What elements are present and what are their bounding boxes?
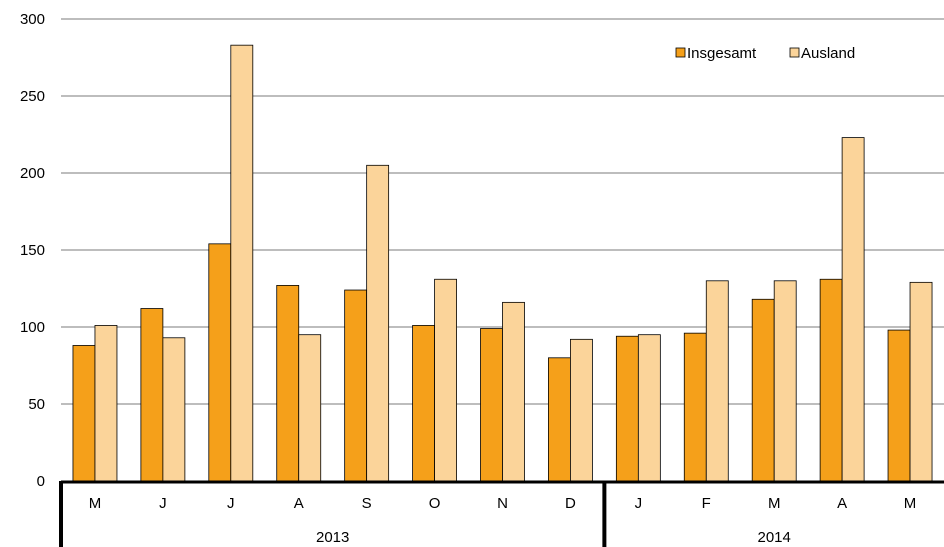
legend-swatch-insgesamt bbox=[675, 47, 686, 58]
x-tick-label: D bbox=[565, 495, 576, 512]
x-tick-label: A bbox=[837, 495, 847, 512]
legend: Insgesamt Ausland bbox=[675, 45, 855, 62]
bar-ausland bbox=[162, 337, 186, 482]
y-tick-label: 100 bbox=[20, 319, 45, 336]
bar-insgesamt bbox=[72, 345, 96, 482]
legend-label-insgesamt: Insgesamt bbox=[687, 45, 757, 62]
bar-insgesamt bbox=[208, 243, 232, 482]
bar-insgesamt bbox=[140, 308, 164, 482]
bar-insgesamt bbox=[344, 289, 368, 482]
bar-ausland bbox=[366, 164, 390, 482]
bar-insgesamt bbox=[751, 298, 775, 482]
bar-ausland bbox=[773, 280, 797, 482]
bar-insgesamt bbox=[276, 285, 300, 482]
bar-ausland bbox=[298, 334, 322, 482]
y-tick-label: 150 bbox=[20, 242, 45, 259]
bar-ausland bbox=[230, 44, 254, 482]
x-group-label: 2013 bbox=[316, 529, 349, 546]
legend-swatch-ausland bbox=[789, 47, 800, 58]
x-tick-label: M bbox=[89, 495, 102, 512]
gridlines bbox=[61, 18, 944, 405]
x-tick-label: O bbox=[429, 495, 441, 512]
legend-label-ausland: Ausland bbox=[801, 45, 855, 62]
x-tick-label: M bbox=[768, 495, 781, 512]
y-tick-label: 0 bbox=[37, 473, 45, 490]
x-tick-label: F bbox=[702, 495, 711, 512]
bar-insgesamt bbox=[819, 278, 843, 482]
y-tick-label: 200 bbox=[20, 165, 45, 182]
y-tick-label: 50 bbox=[28, 396, 45, 413]
bar-ausland bbox=[909, 281, 933, 482]
bar-ausland bbox=[570, 338, 593, 482]
bar-insgesamt bbox=[615, 335, 639, 482]
x-tick-label: M bbox=[904, 495, 917, 512]
bar-ausland bbox=[434, 278, 457, 482]
y-tick-label: 300 bbox=[20, 11, 45, 28]
x-axis-group-labels: 2013 2014 bbox=[316, 529, 791, 546]
bar-ausland bbox=[637, 334, 661, 482]
bar-insgesamt bbox=[887, 329, 911, 482]
bar-ausland bbox=[94, 325, 118, 482]
bar-insgesamt bbox=[480, 328, 503, 482]
bar-ausland bbox=[841, 137, 865, 482]
x-axis bbox=[59, 480, 944, 547]
x-tick-label: J bbox=[159, 495, 167, 512]
x-tick-label: S bbox=[362, 495, 372, 512]
y-tick-label: 250 bbox=[20, 88, 45, 105]
bar-insgesamt bbox=[683, 332, 707, 482]
x-group-label: 2014 bbox=[758, 529, 791, 546]
bar-ausland bbox=[705, 280, 729, 482]
y-axis-tick-labels: 0 50 100 150 200 250 300 bbox=[20, 11, 45, 490]
bar-ausland bbox=[502, 301, 525, 482]
x-tick-label: J bbox=[635, 495, 643, 512]
bar-insgesamt bbox=[548, 357, 571, 482]
x-tick-label: J bbox=[227, 495, 235, 512]
bars bbox=[72, 44, 933, 482]
x-tick-label: A bbox=[294, 495, 304, 512]
bar-insgesamt bbox=[412, 325, 435, 482]
x-tick-label: N bbox=[497, 495, 508, 512]
